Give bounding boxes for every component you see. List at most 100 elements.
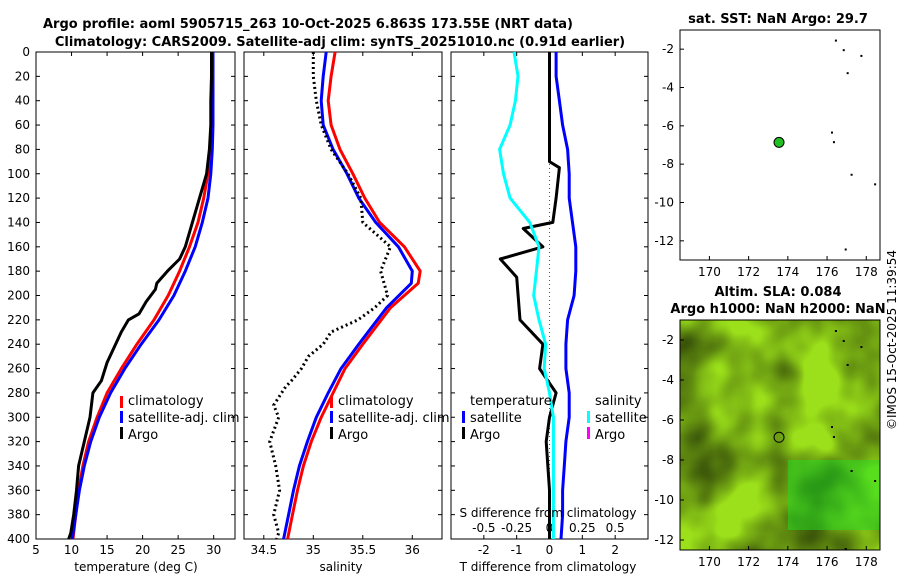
x-tick-label: 174 [776,555,799,569]
series-line-temperature-argo [498,52,561,539]
x-tick-label: 30 [206,543,221,557]
depth-tick-label: 220 [7,313,30,327]
y-tick-label: -8 [662,157,674,171]
x-tick-label: 178 [855,265,878,279]
island-mark [832,141,835,144]
difference-x2label: S difference from climatology [460,506,637,520]
y-tick-label: -8 [662,453,674,467]
legend-swatch-temp-satellite [462,411,465,423]
sla-map-title-line1: Altim. SLA: 0.084 [715,285,842,300]
legend-heading-salinity: salinity [595,394,642,409]
sla-field-low [787,460,880,530]
series-line-satellite-adj-clim [282,51,414,540]
depth-tick-label: 400 [7,532,30,546]
island-mark [834,39,837,42]
legend-swatch-sal-satellite [587,411,590,423]
depth-tick-label: 360 [7,483,30,497]
series-line-climatology [71,52,214,540]
x-tick-label: 15 [99,543,114,557]
legend-label-sal-argo: Argo [595,428,625,443]
x-tick-label: 170 [698,265,721,279]
y-tick-label: -6 [662,119,674,133]
x-tick-label: 25 [171,543,186,557]
legend-label-argo: Argo [338,428,368,443]
depth-tick-label: 280 [7,386,30,400]
y-tick-label: -12 [654,533,674,547]
depth-tick-label: 380 [7,508,30,522]
x-tick-label: 172 [737,555,760,569]
series-line-satellite-adj-clim [70,52,215,540]
temperature-legend: climatology satellite-adj. clim Argo [120,394,240,443]
x-tick-label: 5 [32,543,40,557]
sst-map-title: sat. SST: NaN Argo: 29.7 [688,12,868,27]
argo-profile-marker [773,431,785,443]
x-tick-label: 35.5 [349,543,376,557]
x-tick-label: 176 [816,265,839,279]
series-line-temperature-satellite [554,52,578,540]
x2-tick-label: -0.5 [472,521,495,535]
main-title-line2: Climatology: CARS2009. Satellite-adj cli… [55,35,625,50]
legend-swatch-satellite [330,411,333,423]
island-mark [860,346,863,348]
x-tick-label: 35 [306,543,321,557]
x-tick-label: 1 [579,543,587,557]
y-tick-label: -2 [662,333,674,347]
salinity-legend: climatology satellite-adj. clim Argo [330,394,450,443]
legend-heading-temperature: temperature [470,394,552,409]
depth-axis-ticks: 0 20 40 60 80 100 120 140 160 180 200 220 240 260 280 3… [7,45,30,546]
legend-label-temp-satellite: satellite [470,411,522,426]
series-line-argo [268,52,392,540]
sst-map-panel: sat. SST: NaN Argo: 29.7 170 172 174 176 178… [654,12,881,279]
depth-tick-label: 40 [15,94,30,108]
series-line-salinity-satellite [498,51,555,539]
island-mark [844,248,847,251]
legend-label-satellite: satellite-adj. clim [128,411,240,426]
y-tick-label: -10 [654,493,674,507]
legend-label-sal-satellite: satellite [595,411,647,426]
temperature-xlabel: temperature (deg C) [74,560,197,574]
x-tick-label: 36 [405,543,420,557]
x-tick-label: 172 [737,265,760,279]
series-line-argo [67,52,213,540]
depth-tick-label: 20 [15,69,30,83]
map-frame [679,29,881,261]
sla-map-panel: Altim. SLA: 0.084 Argo h1000: NaN h2000:… [654,285,885,569]
x-tick-label: 2 [611,543,619,557]
main-title-line1: Argo profile: aoml 5905715_263 10-Oct-20… [43,17,573,32]
legend-label-satellite: satellite-adj. clim [338,411,450,426]
y-tick-label: -2 [662,42,674,56]
depth-tick-label: 180 [7,264,30,278]
depth-tick-label: 140 [7,215,30,229]
x-tick-label: -2 [478,543,490,557]
x-tick-label: 10 [64,543,79,557]
depth-tick-label: 300 [7,410,30,424]
series-line-climatology [286,51,422,540]
temperature-panel: 5 10 15 20 25 30 [32,51,236,557]
imos-watermark: ©IMOS 15-Oct-2025 11:39:54 [885,250,899,430]
legend-label-temp-argo: Argo [470,428,500,443]
plot-frame [243,51,443,540]
depth-tick-label: 340 [7,459,30,473]
difference-xlabel: T difference from climatology [459,560,637,574]
salinity-xlabel: salinity [319,560,362,574]
island-mark [832,436,835,438]
depth-tick-label: 100 [7,167,30,181]
x-tick-label: 176 [816,555,839,569]
plot-frame [35,51,236,540]
island-mark [844,548,847,550]
depth-tick-label: 320 [7,435,30,449]
island-mark [830,426,833,428]
island-mark [860,54,863,57]
salinity-panel: 34.5 35 35.5 36 [243,51,443,557]
legend-label-climatology: climatology [338,394,414,409]
argo-profile-marker [773,136,785,148]
map-frame [679,319,881,551]
y-tick-label: -10 [654,196,674,210]
y-tick-label: -12 [654,234,674,248]
x-tick-label: 0 [546,543,554,557]
depth-tick-label: 0 [22,45,30,59]
island-mark [850,470,853,472]
island-mark [850,173,853,176]
x-tick-label: 34.5 [250,543,277,557]
